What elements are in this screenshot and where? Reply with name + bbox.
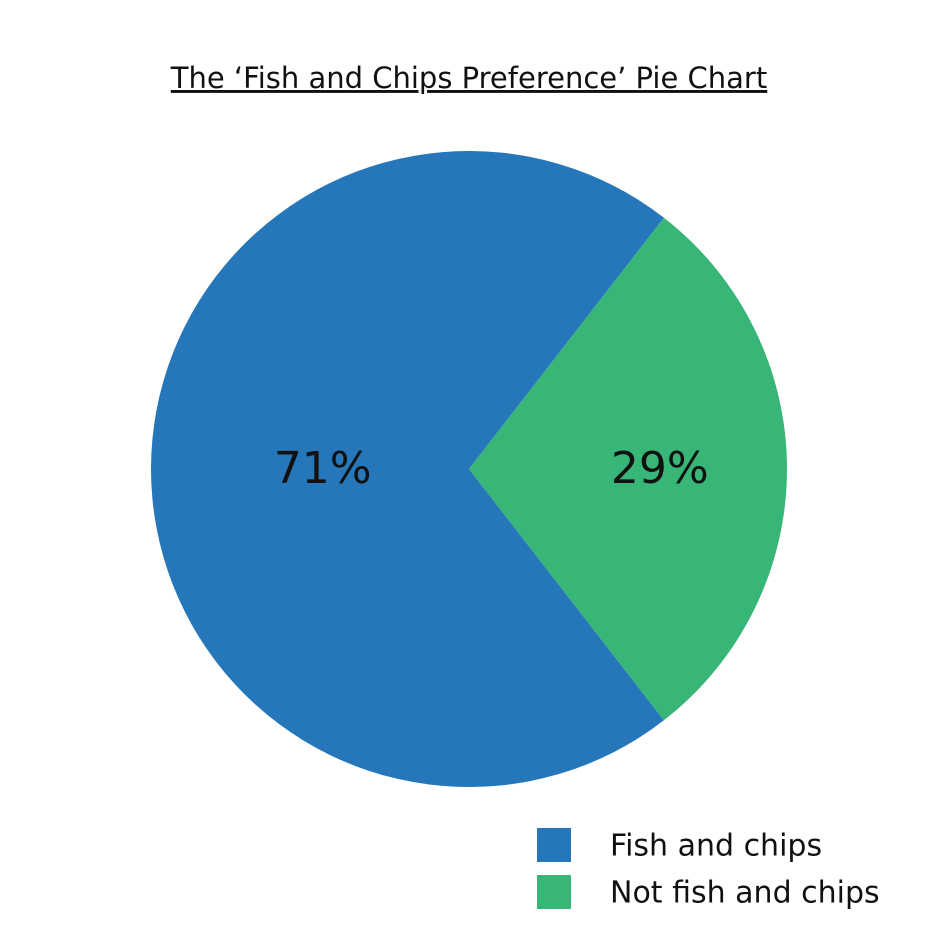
pie-slice [150,151,664,788]
pie-slice [469,217,787,721]
legend-label: Fish and chips [610,829,822,864]
slice-label: 29% [611,443,709,494]
legend-swatch [537,875,571,909]
legend-label: Not fish and chips [610,876,880,911]
slice-label: 71% [274,443,372,494]
chart-title: The ‘Fish and Chips Preference’ Pie Char… [170,61,767,95]
legend-swatch [537,828,571,862]
